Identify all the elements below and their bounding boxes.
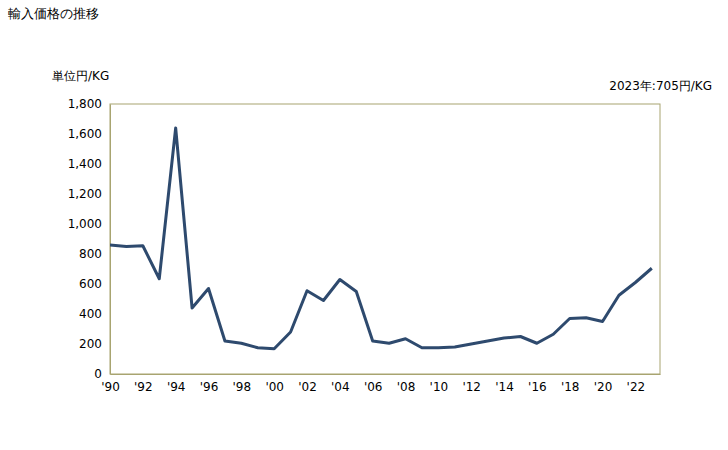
y-tick-label: 1,200 — [68, 187, 102, 201]
y-tick: 600 — [79, 277, 110, 291]
y-tick-label: 1,600 — [68, 127, 102, 141]
x-tick: '00 — [265, 374, 284, 394]
x-tick-label: '90 — [101, 380, 120, 394]
x-tick-label: '22 — [627, 380, 646, 394]
x-tick-label: '96 — [200, 380, 219, 394]
x-tick: '96 — [200, 374, 219, 394]
x-tick-label: '04 — [331, 380, 350, 394]
x-tick-label: '20 — [594, 380, 613, 394]
x-tick-label: '98 — [233, 380, 252, 394]
plot-frame — [110, 104, 660, 374]
x-tick: '12 — [462, 374, 481, 394]
y-tick-label: 600 — [79, 277, 102, 291]
price-line — [110, 128, 652, 349]
y-tick: 1,000 — [68, 217, 110, 231]
y-tick-label: 1,800 — [68, 97, 102, 111]
x-tick: '22 — [627, 374, 646, 394]
x-tick-label: '00 — [265, 380, 284, 394]
chart: 輸入価格の推移単位円/KG2023年:705円/KG02004006008001… — [0, 0, 728, 450]
x-tick: '98 — [233, 374, 252, 394]
x-tick: '02 — [298, 374, 317, 394]
x-tick: '14 — [495, 374, 514, 394]
x-tick-label: '12 — [462, 380, 481, 394]
x-tick: '08 — [397, 374, 416, 394]
x-tick: '20 — [594, 374, 613, 394]
x-axis-line — [111, 374, 661, 375]
y-tick-label: 200 — [79, 337, 102, 351]
plot-area — [110, 128, 652, 349]
x-tick: '06 — [364, 374, 383, 394]
y-tick: 1,200 — [68, 187, 110, 201]
axis-title: 単位円/KG — [52, 69, 109, 83]
x-tick: '10 — [430, 374, 449, 394]
y-axis: 02004006008001,0001,2001,4001,6001,800 — [68, 97, 111, 381]
annotation: 2023年:705円/KG — [609, 79, 712, 93]
y-tick-label: 400 — [79, 307, 102, 321]
x-tick-label: '94 — [167, 380, 186, 394]
x-tick-label: '02 — [298, 380, 317, 394]
y-tick-label: 1,400 — [68, 157, 102, 171]
x-tick-label: '08 — [397, 380, 416, 394]
x-tick-label: '18 — [561, 380, 580, 394]
y-tick: 200 — [79, 337, 110, 351]
x-tick: '04 — [331, 374, 350, 394]
x-tick-label: '92 — [134, 380, 153, 394]
x-tick-label: '10 — [430, 380, 449, 394]
y-axis-line — [110, 105, 111, 375]
x-tick: '18 — [561, 374, 580, 394]
x-tick-label: '06 — [364, 380, 383, 394]
y-tick: 400 — [79, 307, 110, 321]
x-tick: '94 — [167, 374, 186, 394]
y-tick: 1,400 — [68, 157, 110, 171]
y-tick-label: 1,000 — [68, 217, 102, 231]
x-tick: '92 — [134, 374, 153, 394]
y-tick: 800 — [79, 247, 110, 261]
x-axis: '90 '92 '94 '96 '98 '00 '02 '04 '06 '08 '10 '12 '14 '… — [101, 374, 660, 394]
x-tick-label: '16 — [528, 380, 547, 394]
y-tick: 1,600 — [68, 127, 110, 141]
x-tick: '16 — [528, 374, 547, 394]
x-tick-label: '14 — [495, 380, 514, 394]
title: 輸入価格の推移 — [8, 6, 99, 21]
x-tick: '90 — [101, 374, 120, 394]
y-tick-label: 800 — [79, 247, 102, 261]
y-tick: 1,800 — [68, 97, 110, 111]
